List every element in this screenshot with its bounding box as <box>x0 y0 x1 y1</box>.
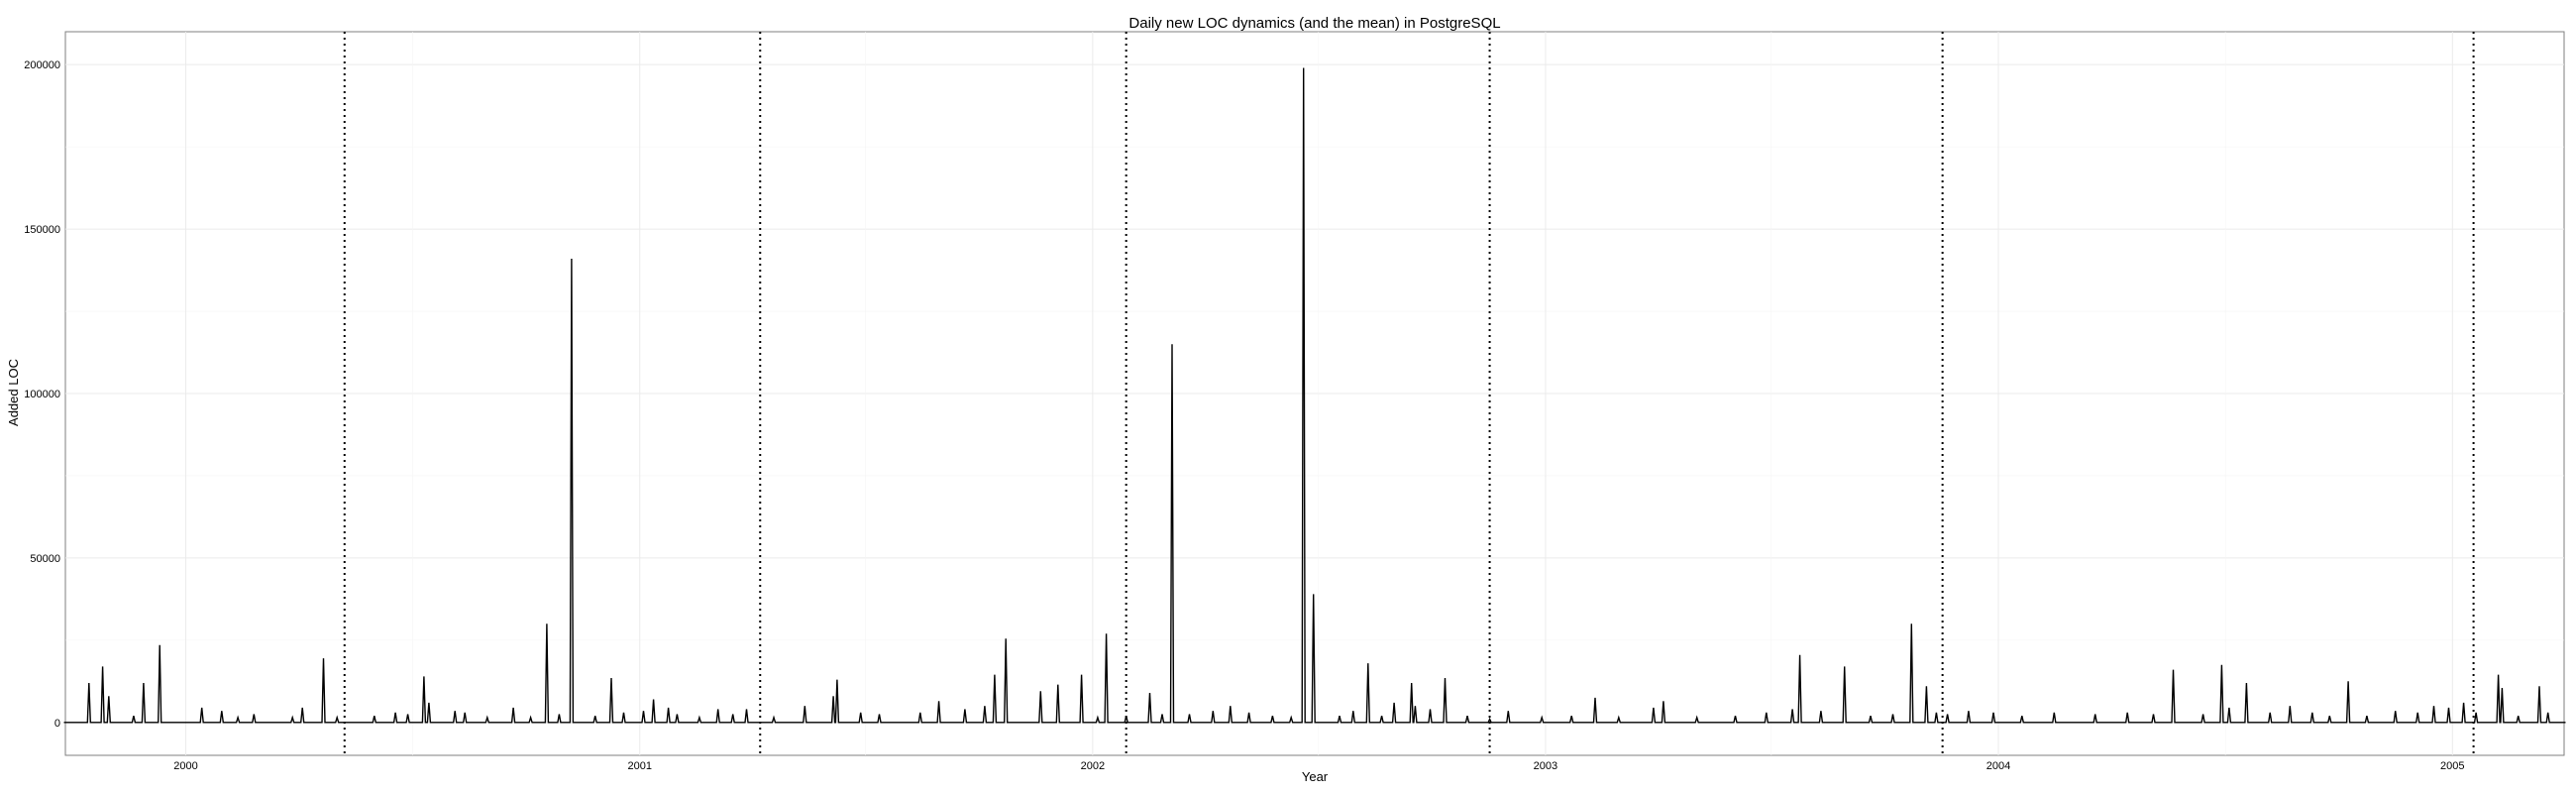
y-tick-label: 50000 <box>30 553 60 565</box>
mean-lines <box>343 32 2475 755</box>
x-tick-label: 2004 <box>1986 760 2010 772</box>
y-tick-labels: 0 50000 100000 150000 200000 <box>24 59 60 730</box>
x-tick-labels: 2000 2001 2002 2003 2004 2005 <box>173 760 2464 772</box>
y-tick-label: 0 <box>54 718 60 730</box>
chart-title: Daily new LOC dynamics (and the mean) in… <box>1128 15 1500 32</box>
x-tick-label: 2003 <box>1534 760 1557 772</box>
y-tick-label: 200000 <box>24 59 60 71</box>
x-tick-label: 2002 <box>1081 760 1105 772</box>
series-line <box>63 67 2566 724</box>
y-axis-title: Added LOC <box>6 359 21 426</box>
x-tick-label: 2000 <box>173 760 197 772</box>
data-series <box>63 67 2566 724</box>
y-tick-label: 100000 <box>24 389 60 400</box>
x-axis-title: Year <box>1302 769 1329 784</box>
x-tick-label: 2001 <box>628 760 652 772</box>
y-tick-label: 150000 <box>24 224 60 236</box>
x-tick-label: 2005 <box>2440 760 2464 772</box>
